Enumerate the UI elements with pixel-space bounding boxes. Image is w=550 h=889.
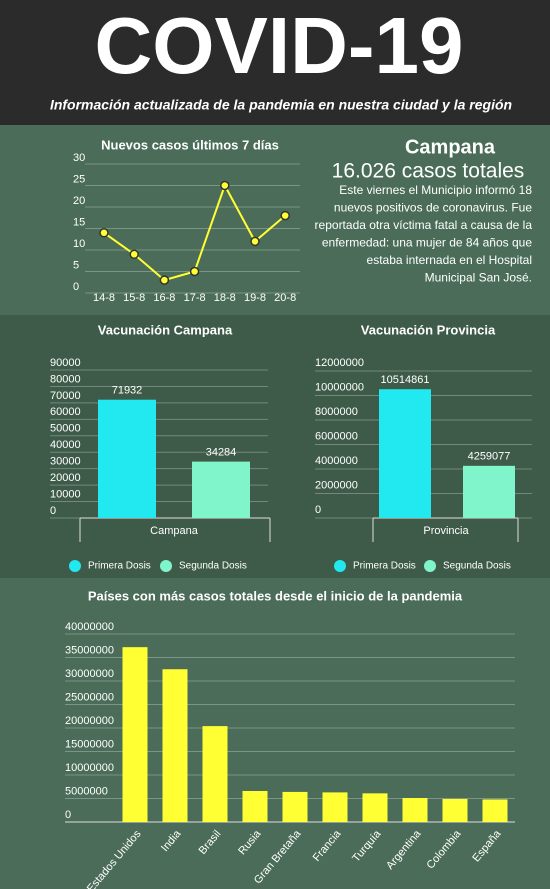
- x-tick-label: 16-8: [153, 292, 175, 304]
- legend-marker: [424, 560, 436, 572]
- section-bg: [0, 578, 550, 889]
- y-tick-label: 25000000: [65, 691, 114, 703]
- y-tick-label: 20000: [50, 472, 81, 484]
- bar: [202, 726, 228, 822]
- y-tick-label: 40000: [50, 439, 81, 451]
- section-bg: [0, 125, 550, 315]
- y-tick-label: 30000: [50, 456, 81, 468]
- legend-label: Segunda Dosis: [179, 561, 247, 572]
- text-line: reportada otra víctima fatal a causa de …: [315, 218, 533, 232]
- value-label: 4259077: [468, 451, 511, 463]
- point: [129, 249, 139, 260]
- y-tick-label: 12000000: [315, 357, 364, 369]
- y-tick-label: 30: [73, 152, 85, 164]
- point: [250, 236, 260, 247]
- y-tick-label: 5000000: [65, 785, 108, 797]
- y-tick-label: 30000000: [65, 668, 114, 680]
- section-bg: [0, 315, 550, 578]
- subtitle: Información actualizada de la pandemia e…: [50, 97, 512, 113]
- legend-marker: [160, 560, 172, 572]
- y-tick-label: 20: [73, 195, 85, 207]
- bar: [282, 791, 308, 822]
- chart-title: Vacunación Campana: [98, 322, 233, 337]
- chart-title: Nuevos casos últimos 7 días: [101, 137, 279, 152]
- point: [159, 275, 170, 285]
- y-tick-label: 0: [73, 281, 79, 293]
- y-tick-label: 0: [65, 809, 71, 821]
- y-tick-label: 25: [73, 173, 85, 185]
- news-text: Este viernes el Municipio informó 18 nuev…: [315, 183, 533, 285]
- y-tick-label: 0: [315, 504, 321, 516]
- bar: [122, 647, 148, 822]
- y-tick-label: 4000000: [315, 455, 358, 467]
- bar: [162, 669, 188, 822]
- bar: [192, 461, 250, 518]
- x-tick-label: 15-8: [123, 292, 145, 304]
- x-tick-label: 19-8: [244, 292, 266, 304]
- y-tick-label: 6000000: [315, 430, 358, 442]
- point: [189, 266, 200, 277]
- bar: [379, 389, 431, 518]
- y-tick-label: 80000: [50, 373, 81, 385]
- value-label: 10514861: [381, 374, 430, 386]
- y-tick-label: 70000: [50, 390, 81, 402]
- y-tick-label: 10: [73, 238, 85, 250]
- chart-title: Países con más casos totales desde el in…: [88, 588, 463, 603]
- text-line: estaba internada en el Hospital: [367, 253, 532, 267]
- y-tick-label: 90000: [50, 357, 81, 369]
- chart-title: Vacunación Provincia: [361, 322, 496, 337]
- text-line: nuevos positivos de coronavirus. Fue: [334, 201, 532, 215]
- bar: [402, 798, 428, 822]
- x-tick-label: 14-8: [93, 292, 115, 304]
- legend-marker: [334, 560, 346, 572]
- x-tick-label: 18-8: [214, 292, 236, 304]
- city-title: Campana: [405, 136, 496, 158]
- y-tick-label: 15: [73, 216, 85, 228]
- y-tick-label: 35000000: [65, 644, 114, 656]
- value-label: 71932: [112, 385, 143, 397]
- y-tick-label: 40000000: [65, 621, 114, 633]
- bar: [98, 399, 156, 518]
- y-tick-label: 0: [50, 505, 56, 517]
- point: [220, 180, 230, 191]
- total-cases: 16.026 casos totales: [332, 160, 525, 183]
- y-tick-label: 10000: [50, 488, 81, 500]
- header-bg: [0, 0, 550, 125]
- bar: [242, 790, 268, 822]
- bar: [322, 792, 348, 822]
- y-tick-label: 10000000: [65, 762, 114, 774]
- legend-label: Segunda Dosis: [443, 561, 511, 572]
- y-tick-label: 60000: [50, 406, 81, 418]
- point: [99, 228, 109, 238]
- x-tick-label: 20-8: [274, 292, 296, 304]
- point: [280, 210, 290, 221]
- y-tick-label: 20000000: [65, 715, 114, 727]
- text-line: Municipal San José.: [425, 271, 532, 285]
- bar: [442, 798, 468, 822]
- y-tick-label: 2000000: [315, 479, 358, 491]
- x-tick-label: Campana: [150, 525, 199, 537]
- bar: [463, 465, 515, 518]
- bar: [362, 793, 388, 822]
- text-line: Este viernes el Municipio informó 18: [339, 183, 532, 197]
- text-line: enfermedad: una mujer de 84 años que: [322, 236, 532, 250]
- x-tick-label: Provincia: [423, 525, 469, 537]
- y-tick-label: 50000: [50, 423, 81, 435]
- legend-label: Primera Dosis: [88, 561, 151, 572]
- y-tick-label: 8000000: [315, 406, 358, 418]
- legend-marker: [69, 560, 81, 572]
- title: COVID-19: [95, 1, 464, 90]
- x-tick-label: 17-8: [184, 292, 206, 304]
- value-label: 34284: [206, 447, 237, 459]
- y-tick-label: 5: [73, 259, 79, 271]
- y-tick-label: 10000000: [315, 381, 364, 393]
- legend-label: Primera Dosis: [353, 561, 416, 572]
- y-tick-label: 15000000: [65, 738, 114, 750]
- bar: [482, 799, 508, 822]
